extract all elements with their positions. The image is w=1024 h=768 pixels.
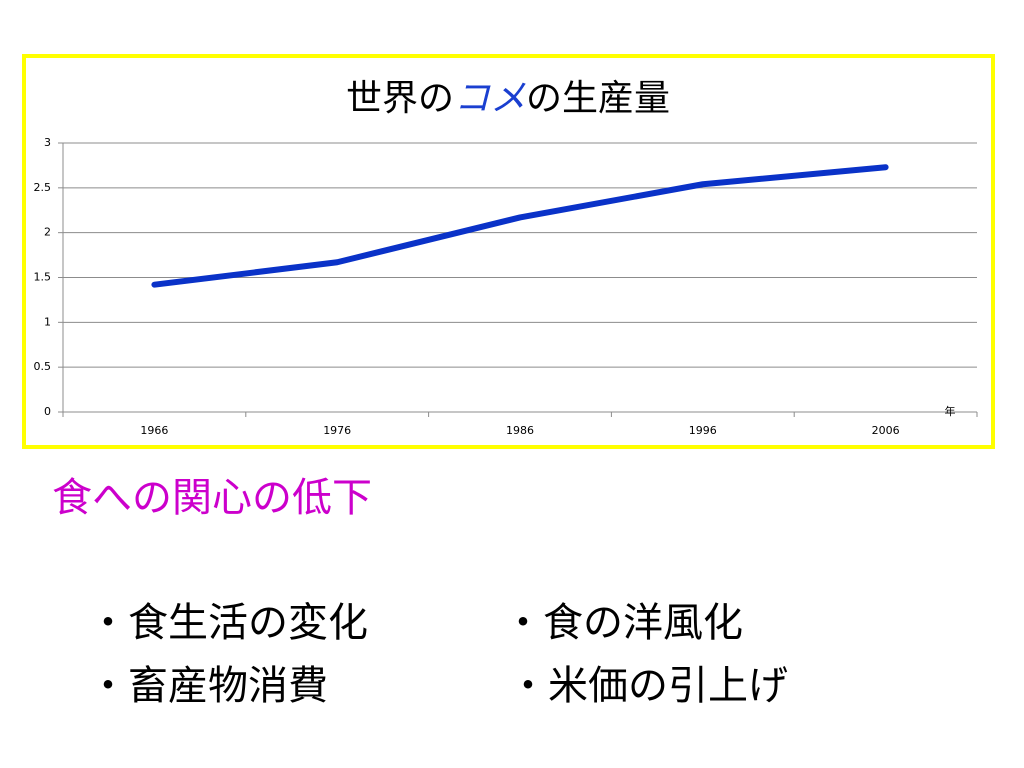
bullet: ・食生活の変化 <box>88 600 368 646</box>
chart-frame <box>22 54 995 449</box>
title-part: 世界の <box>346 78 454 119</box>
y-tick-label: 2 <box>44 226 51 239</box>
bullet: ・米価の引上げ <box>508 663 788 709</box>
y-tick-label: 1 <box>44 315 51 328</box>
y-tick-label: 0 <box>44 405 51 418</box>
y-tick-label: 2.5 <box>34 181 52 194</box>
chart-title: 世界のコメの生産量 <box>346 78 670 119</box>
title-part: コメ <box>454 78 526 119</box>
x-tick-label: 1996 <box>689 424 717 437</box>
x-tick-label: 2006 <box>872 424 900 437</box>
bullet: ・畜産物消費 <box>88 663 328 709</box>
y-tick-label: 1.5 <box>34 271 52 284</box>
x-tick-label: 1976 <box>323 424 351 437</box>
data-line <box>151 164 889 288</box>
x-axis-label: 年 <box>945 404 956 418</box>
title-part: の生産量 <box>526 78 670 119</box>
x-tick-label: 1966 <box>140 424 168 437</box>
x-tick-label: 1986 <box>506 424 534 437</box>
y-tick-label: 0.5 <box>34 360 52 373</box>
bullet: ・食の洋風化 <box>503 600 743 646</box>
heading: 食への関心の低下 <box>52 475 372 521</box>
y-tick-label: 3 <box>44 136 51 149</box>
